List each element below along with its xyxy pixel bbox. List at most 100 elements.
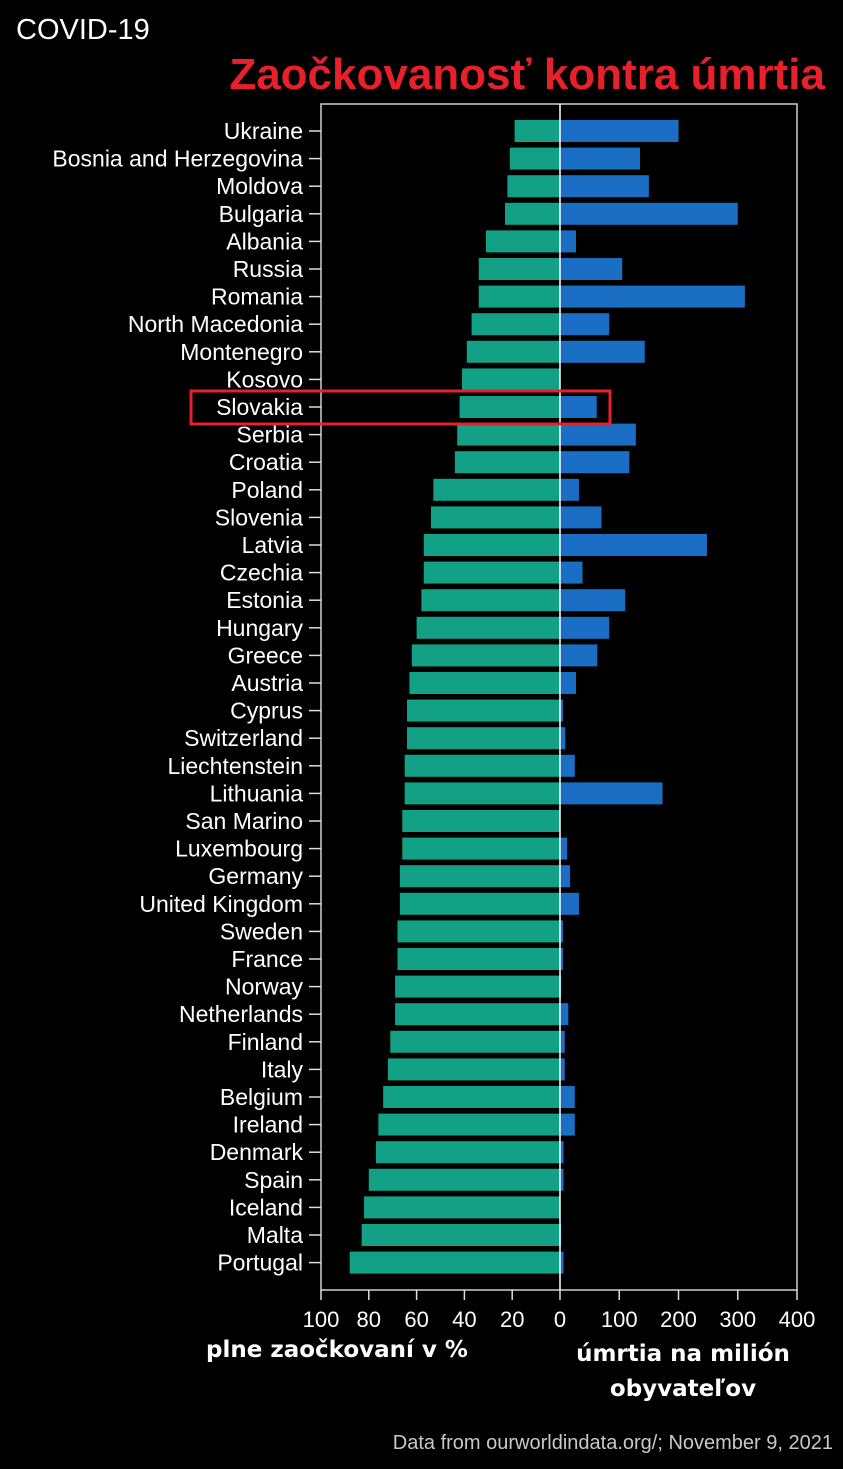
category-label-portugal: Portugal [217, 1250, 303, 1276]
deaths-bar-hungary [560, 616, 610, 639]
x-tick-label-right-100: 100 [601, 1307, 638, 1330]
category-label-croatia: Croatia [229, 449, 303, 475]
vaccination-bar-czechia [423, 561, 560, 584]
deaths-bar-germany [560, 865, 571, 888]
category-label-austria: Austria [231, 670, 303, 696]
topline-covid: COVID-19 [16, 14, 150, 46]
category-label-lithuania: Lithuania [210, 780, 304, 806]
deaths-bar-austria [560, 672, 576, 694]
category-label-sweden: Sweden [220, 918, 303, 944]
category-label-united-kingdom: United Kingdom [139, 891, 303, 917]
x-tick-label-left-0: 0 [554, 1307, 566, 1330]
deaths-bar-greece [560, 644, 598, 667]
category-label-latvia: Latvia [242, 532, 304, 558]
category-label-poland: Poland [231, 477, 303, 503]
vaccination-bar-bosnia-and-herzegovina [509, 147, 560, 170]
deaths-bar-slovakia [560, 396, 597, 418]
vaccination-bar-north-macedonia [471, 313, 560, 336]
category-label-cyprus: Cyprus [230, 698, 303, 724]
category-label-belgium: Belgium [220, 1084, 303, 1110]
category-label-liechtenstein: Liechtenstein [167, 753, 303, 779]
deaths-bar-romania [560, 285, 745, 308]
vaccination-bar-denmark [375, 1141, 560, 1164]
vaccination-bar-bulgaria [505, 202, 560, 225]
vaccination-bar-albania [485, 230, 560, 253]
deaths-bar-albania [560, 230, 576, 253]
deaths-bar-czechia [560, 561, 583, 584]
deaths-bar-moldova [560, 175, 649, 198]
category-label-ireland: Ireland [233, 1112, 303, 1138]
vaccination-bar-san-marino [402, 810, 560, 832]
vaccination-bar-greece [411, 644, 560, 667]
vaccination-bar-croatia [454, 451, 560, 474]
vaccination-bar-slovakia [459, 396, 560, 418]
deaths-bar-bulgaria [560, 202, 738, 225]
vaccination-bar-kosovo [462, 368, 560, 391]
left-axis-label: plne zaočkovaní v % [206, 1337, 468, 1363]
deaths-bar-poland [560, 478, 579, 501]
deaths-bar-portugal [560, 1251, 564, 1274]
category-label-norway: Norway [225, 974, 303, 1000]
deaths-bar-united-kingdom [560, 892, 579, 915]
category-label-spain: Spain [244, 1167, 303, 1193]
category-label-ukraine: Ukraine [224, 118, 303, 144]
category-label-finland: Finland [228, 1029, 303, 1055]
vaccination-bar-france [397, 948, 560, 970]
vaccination-bar-poland [433, 478, 560, 501]
category-label-iceland: Iceland [229, 1194, 303, 1220]
deaths-bar-croatia [560, 451, 630, 474]
deaths-bar-lithuania [560, 782, 663, 805]
vaccination-bar-italy [387, 1058, 560, 1081]
chart-title: Zaočkovanosť kontra úmrtia [229, 50, 825, 99]
vaccination-bar-norway [395, 975, 560, 998]
vaccination-bar-ukraine [514, 120, 560, 142]
vaccination-bar-portugal [349, 1251, 560, 1274]
deaths-bar-estonia [560, 589, 626, 612]
deaths-bar-finland [560, 1030, 565, 1053]
x-tick-label-left-20: 20 [500, 1307, 524, 1330]
deaths-bar-belgium [560, 1086, 575, 1108]
vaccination-bar-spain [368, 1168, 560, 1191]
x-tick-label-right-300: 300 [719, 1307, 756, 1330]
deaths-bar-bosnia-and-herzegovina [560, 147, 640, 170]
deaths-bar-russia [560, 258, 623, 280]
vaccination-bar-slovenia [430, 506, 560, 529]
deaths-bar-slovenia [560, 506, 602, 529]
category-label-malta: Malta [247, 1222, 303, 1248]
category-label-luxembourg: Luxembourg [175, 836, 303, 862]
category-label-slovakia: Slovakia [216, 394, 303, 420]
category-label-albania: Albania [226, 228, 303, 254]
vaccination-bar-romania [478, 285, 560, 308]
vaccination-bar-moldova [507, 175, 560, 198]
deaths-bar-denmark [560, 1141, 564, 1164]
vaccination-bar-switzerland [407, 727, 560, 750]
vaccination-bar-serbia [457, 423, 560, 446]
deaths-bar-spain [560, 1168, 564, 1191]
deaths-bar-liechtenstein [560, 754, 575, 777]
vaccination-bar-montenegro [466, 340, 560, 363]
deaths-bar-ukraine [560, 120, 679, 142]
category-label-hungary: Hungary [216, 615, 303, 641]
category-label-greece: Greece [228, 642, 303, 668]
source-note: Data from ourworldindata.org/; November … [392, 1432, 833, 1454]
vaccination-bar-netherlands [395, 1003, 560, 1026]
vaccination-bar-lithuania [404, 782, 560, 805]
x-tick-label-left-80: 80 [357, 1307, 381, 1330]
deaths-bar-cyprus [560, 699, 563, 722]
vaccination-bar-luxembourg [402, 837, 560, 860]
vaccination-bar-belgium [383, 1086, 560, 1108]
x-tick-label-right-200: 200 [660, 1307, 697, 1330]
vaccination-bar-sweden [397, 920, 560, 943]
deaths-bar-north-macedonia [560, 313, 610, 336]
deaths-bar-netherlands [560, 1003, 569, 1026]
deaths-bar-italy [560, 1058, 565, 1081]
vaccination-bar-iceland [364, 1196, 560, 1219]
category-label-denmark: Denmark [210, 1139, 304, 1165]
category-label-germany: Germany [208, 863, 303, 889]
category-label-san-marino: San Marino [185, 808, 303, 834]
deaths-bar-ireland [560, 1113, 575, 1136]
category-label-netherlands: Netherlands [179, 1001, 303, 1027]
vaccination-bar-russia [478, 258, 560, 280]
category-label-serbia: Serbia [237, 422, 304, 448]
category-label-france: France [231, 946, 303, 972]
